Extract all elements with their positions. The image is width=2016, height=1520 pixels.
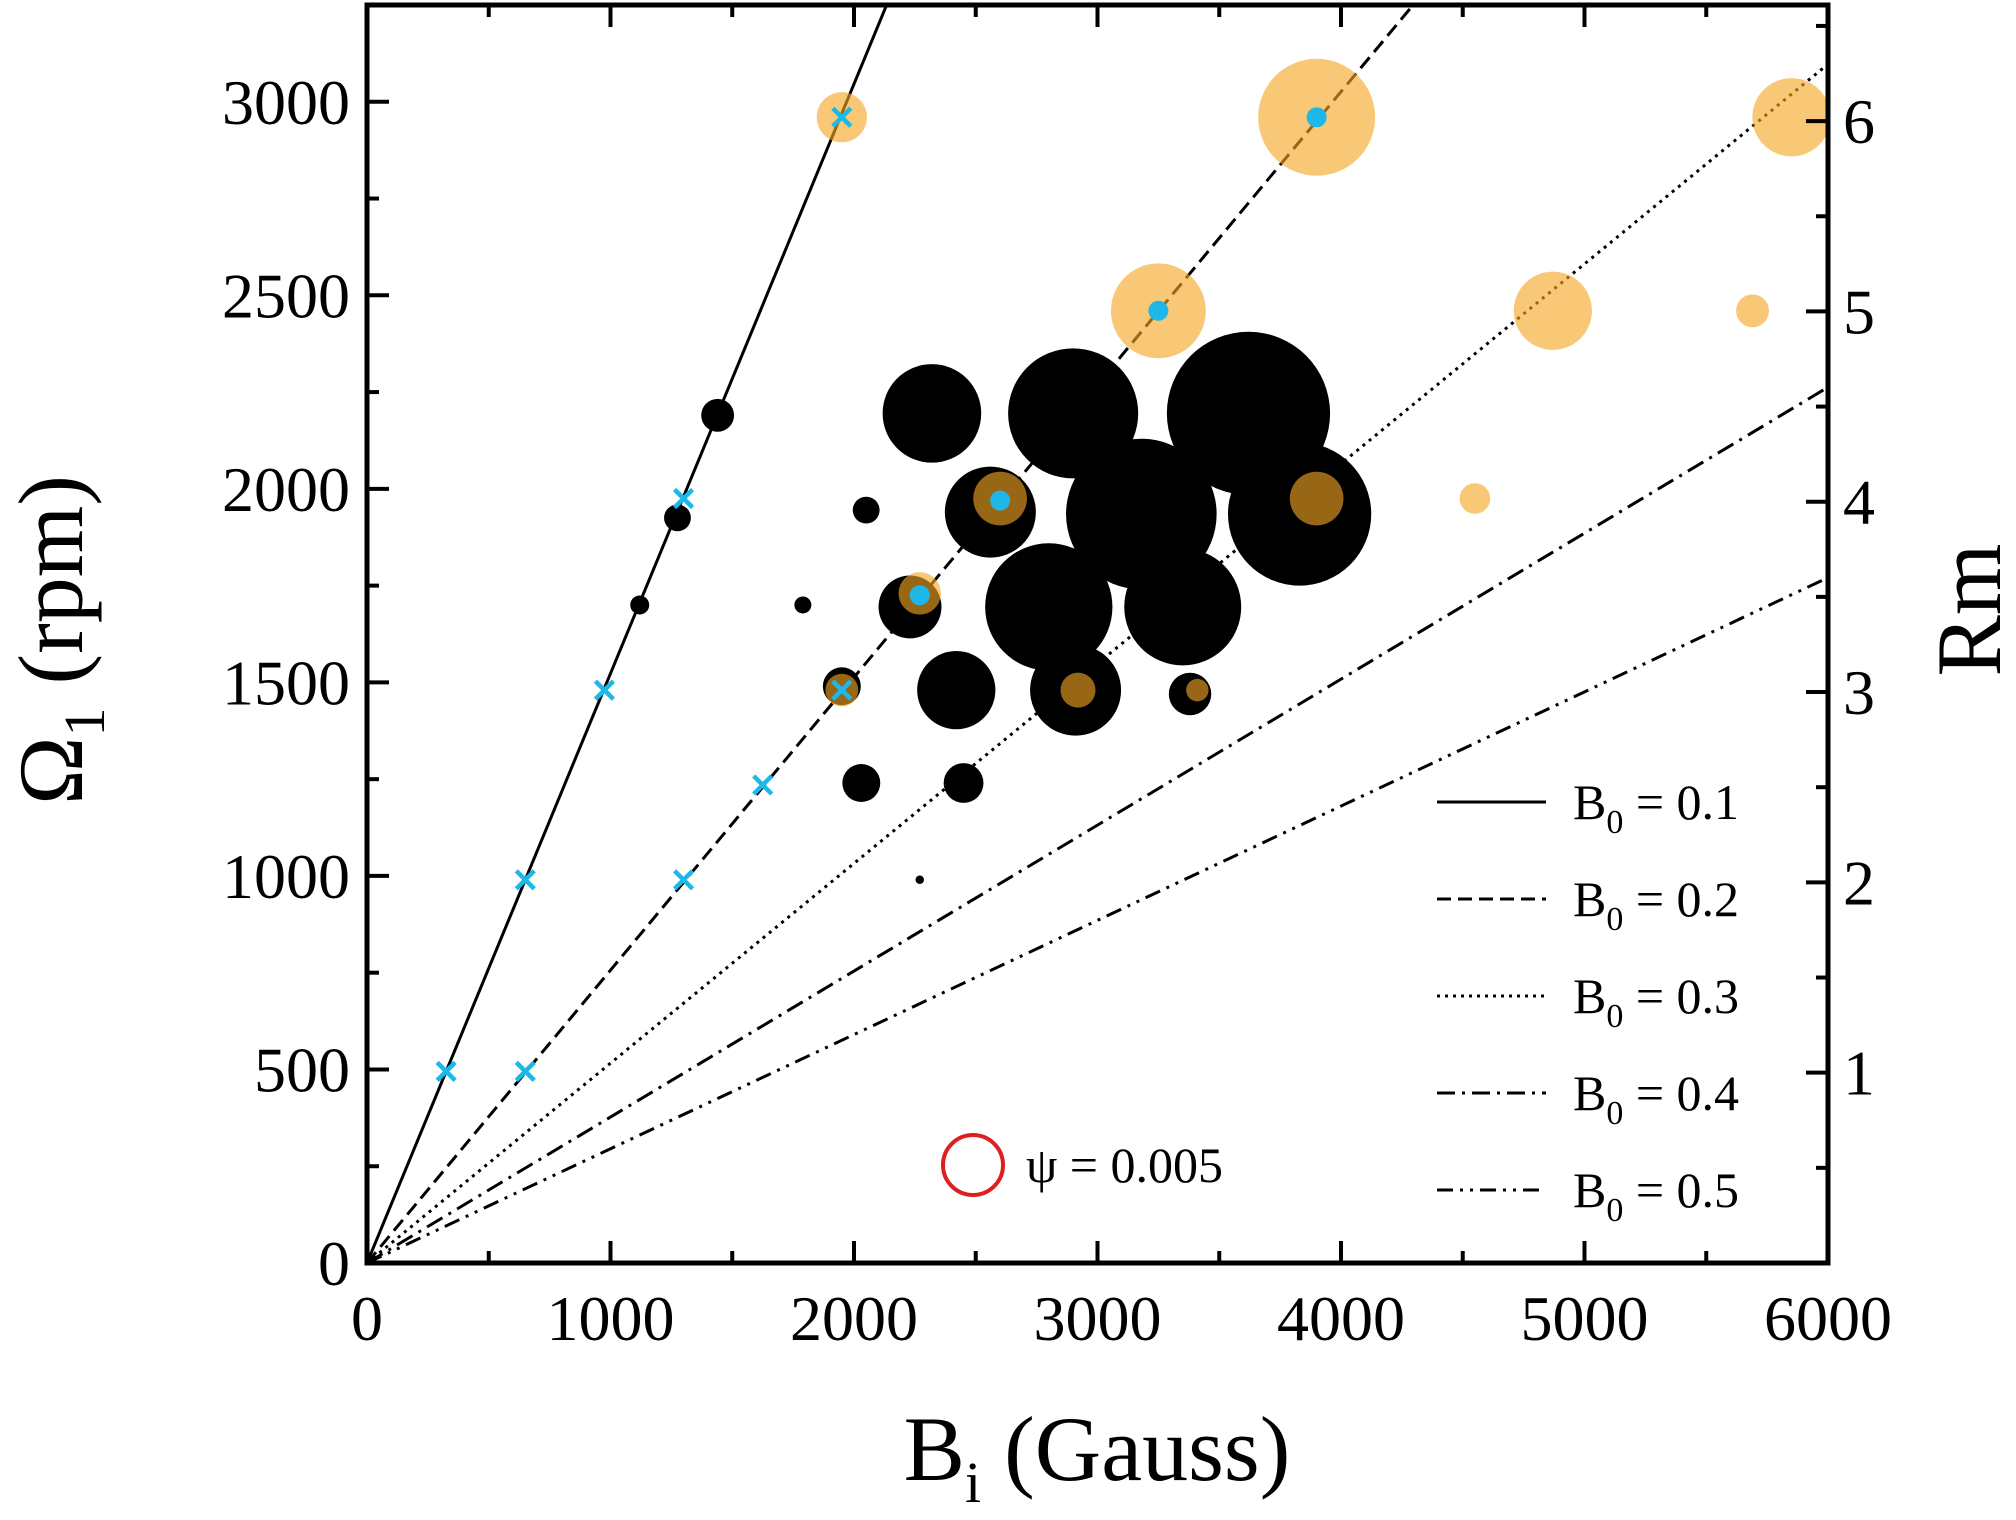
black-bubble: [1008, 348, 1139, 479]
size-key: ψ = 0.005: [941, 1133, 1223, 1197]
x-tick-label: 1000: [547, 1283, 675, 1354]
blue-dot-marker: [990, 490, 1011, 511]
black-bubble: [1124, 548, 1242, 666]
blue-x-marker: [831, 106, 853, 128]
black-bubble: [794, 596, 812, 614]
black-bubble: [664, 504, 691, 532]
legend-label: B0 = 0.5: [1573, 1162, 1739, 1229]
line-dashdotdot: [367, 576, 1828, 1263]
legend-label: B0 = 0.1: [1573, 774, 1739, 841]
blue-x-stroke: [672, 869, 695, 891]
tick-labels: 0 1000 2000 3000 4000 5000 6000 0 500 1000 1500 200…: [222, 67, 1892, 1354]
black-bubble: [882, 364, 982, 463]
x-tick-label: 3000: [1034, 1283, 1162, 1354]
blue-x-marker: [672, 487, 695, 510]
blue-x-marker: [514, 1060, 536, 1082]
y-tick-label: 500: [254, 1034, 350, 1105]
blue-x-marker: [514, 869, 536, 891]
blue-x-marker: [593, 679, 616, 701]
black-bubble: [842, 764, 881, 802]
blue-x-marker: [752, 774, 774, 796]
x-tick-label: 2000: [790, 1283, 918, 1354]
legend: B0 = 0.1 B0 = 0.2 B0 = 0.3 B0 = 0.4 B0 = 0.5: [1437, 774, 1739, 1229]
blue-x-marker: [831, 679, 853, 701]
blue-x-stroke: [752, 774, 774, 796]
orange-bubble: [1060, 672, 1096, 708]
y2-tick-label: 1: [1843, 1038, 1875, 1109]
blue-x-stroke: [831, 106, 853, 128]
orange-bubble: [1459, 483, 1491, 514]
orange-bubble: [1186, 678, 1209, 702]
legend-label: B0 = 0.2: [1573, 871, 1739, 938]
y2-tick-label: 6: [1843, 86, 1875, 157]
y-tick-label: 1500: [222, 647, 350, 718]
black-bubble: [915, 875, 924, 885]
blue-x-marker: [435, 1060, 457, 1082]
legend-entry: B0 = 0.4: [1437, 1065, 1739, 1132]
blue-x-stroke: [514, 1060, 536, 1082]
black-bubble: [701, 398, 735, 432]
y2-tick-label: 4: [1843, 467, 1875, 538]
black-bubble: [917, 651, 996, 730]
blue-x-stroke: [435, 1060, 457, 1082]
x-axis-label: Bi (Gauss): [904, 1398, 1291, 1515]
y-tick-label: 2500: [222, 260, 350, 331]
line-solid: [367, 5, 889, 1263]
blue-x-stroke: [593, 679, 616, 701]
y-tick-label: 0: [318, 1228, 350, 1299]
orange-bubble: [1289, 471, 1344, 526]
y-axis-label: Ω1 (rpm): [0, 475, 117, 805]
blue-dot-marker: [909, 585, 930, 606]
size-key-circle: [941, 1133, 1005, 1197]
y2-axis-label: Rm: [1918, 544, 2016, 677]
blue-x-marker: [672, 869, 695, 891]
blue-markers: [435, 106, 1327, 1082]
x-tick-label: 6000: [1764, 1283, 1892, 1354]
y2-tick-label: 5: [1843, 276, 1875, 347]
y2-tick-label: 3: [1843, 657, 1875, 728]
y-tick-label: 3000: [222, 67, 350, 138]
blue-x-stroke: [672, 487, 695, 510]
legend-entry: B0 = 0.5: [1437, 1162, 1739, 1229]
black-bubble: [943, 763, 984, 803]
orange-bubble: [1736, 294, 1769, 328]
legend-entry: B0 = 0.2: [1437, 871, 1739, 938]
x-tick-label: 0: [351, 1283, 383, 1354]
y-tick-label: 2000: [222, 454, 350, 525]
legend-label: B0 = 0.4: [1573, 1065, 1739, 1132]
size-key-label: ψ = 0.005: [1026, 1137, 1223, 1193]
bubble-markers: [630, 58, 1828, 885]
line-dashdot: [367, 385, 1828, 1263]
axes: [364, 2, 1831, 1266]
blue-x-stroke: [831, 679, 853, 701]
orange-bubble: [1752, 78, 1828, 157]
blue-x-stroke: [514, 869, 536, 891]
y-tick-label: 1000: [222, 841, 350, 912]
x-tick-label: 4000: [1277, 1283, 1405, 1354]
legend-label: B0 = 0.3: [1573, 968, 1739, 1035]
legend-entry: B0 = 0.1: [1437, 774, 1739, 841]
x-tick-label: 5000: [1521, 1283, 1649, 1354]
orange-bubble: [1513, 271, 1592, 350]
black-bubble: [852, 496, 880, 524]
y2-tick-label: 2: [1843, 847, 1875, 918]
blue-dot-marker: [1306, 107, 1327, 128]
legend-entry: B0 = 0.3: [1437, 968, 1739, 1035]
black-bubble: [985, 543, 1113, 671]
blue-dot-marker: [1148, 300, 1169, 321]
black-bubble: [630, 595, 650, 615]
